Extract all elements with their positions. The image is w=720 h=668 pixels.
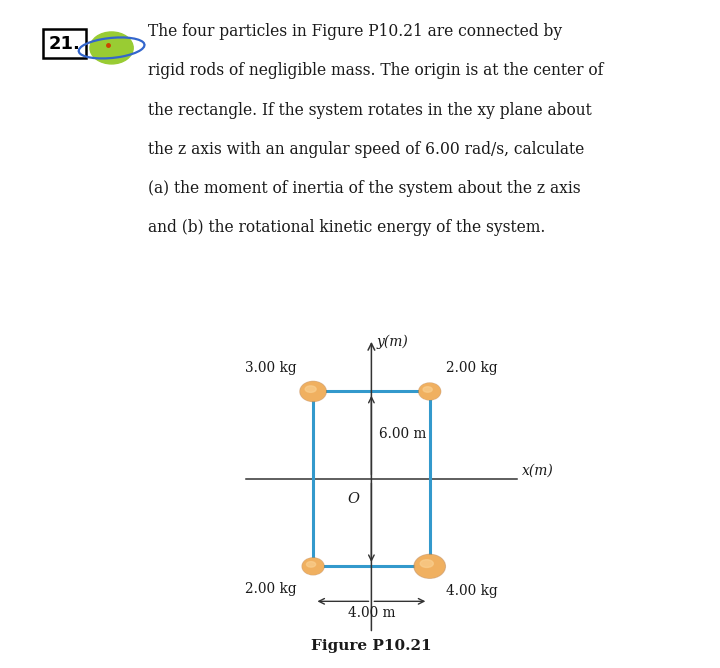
Ellipse shape [414, 554, 446, 578]
Text: (a) the moment of inertia of the system about the z axis: (a) the moment of inertia of the system … [148, 180, 580, 197]
Ellipse shape [90, 32, 133, 64]
Text: 21.: 21. [49, 35, 81, 53]
Text: and (b) the rotational kinetic energy of the system.: and (b) the rotational kinetic energy of… [148, 219, 545, 236]
Text: the z axis with an angular speed of 6.00 rad/s, calculate: the z axis with an angular speed of 6.00… [148, 141, 584, 158]
Text: y(m): y(m) [377, 335, 408, 349]
Text: 3.00 kg: 3.00 kg [246, 361, 297, 375]
Text: 6.00 m: 6.00 m [379, 427, 426, 441]
Ellipse shape [307, 562, 315, 567]
Text: the rectangle. If the system rotates in the xy plane about: the rectangle. If the system rotates in … [148, 102, 591, 119]
Text: x(m): x(m) [521, 464, 553, 478]
Ellipse shape [303, 558, 323, 574]
Text: Figure P10.21: Figure P10.21 [311, 639, 432, 653]
Ellipse shape [420, 383, 440, 399]
Ellipse shape [305, 386, 316, 392]
Text: 4.00 kg: 4.00 kg [446, 584, 498, 598]
Text: 2.00 kg: 2.00 kg [446, 361, 498, 375]
Text: The four particles in Figure P10.21 are connected by: The four particles in Figure P10.21 are … [148, 23, 562, 40]
Ellipse shape [420, 560, 433, 567]
Ellipse shape [423, 387, 432, 392]
Text: 4.00 m: 4.00 m [348, 606, 395, 620]
Ellipse shape [415, 555, 444, 577]
Ellipse shape [301, 382, 325, 401]
Text: O: O [348, 492, 360, 506]
Text: 2.00 kg: 2.00 kg [246, 582, 297, 597]
Ellipse shape [419, 383, 441, 400]
Text: rigid rods of negligible mass. The origin is at the center of: rigid rods of negligible mass. The origi… [148, 63, 603, 79]
Ellipse shape [302, 558, 324, 574]
Ellipse shape [300, 381, 326, 401]
